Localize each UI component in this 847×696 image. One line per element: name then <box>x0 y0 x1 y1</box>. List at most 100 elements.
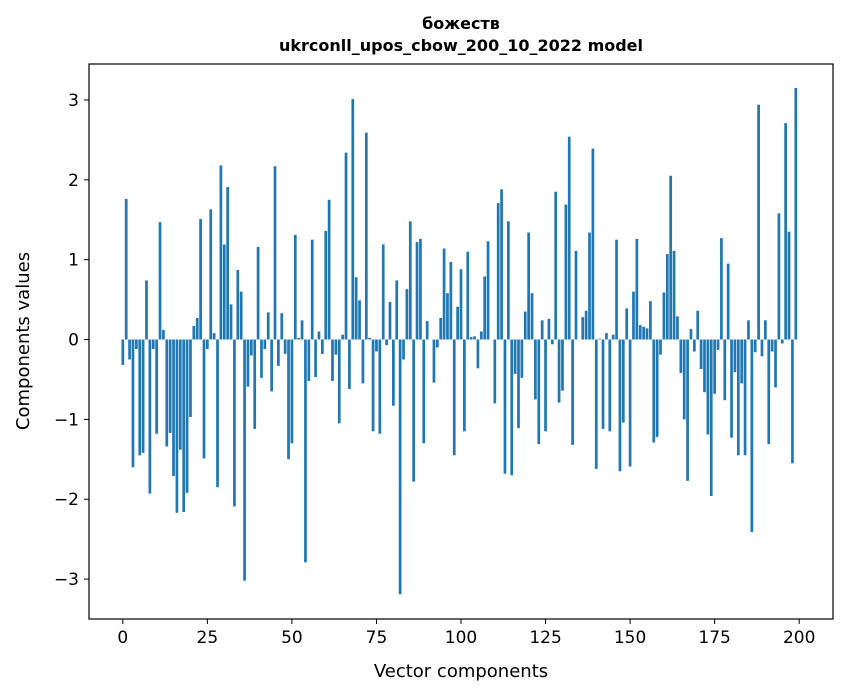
bar-0 <box>121 339 125 366</box>
bar-152 <box>635 238 639 340</box>
bar-30 <box>222 244 226 340</box>
bar-112 <box>500 189 503 340</box>
bar-77 <box>381 244 385 340</box>
bar-115 <box>510 339 514 476</box>
bar-61 <box>327 199 331 340</box>
bar-63 <box>334 339 338 355</box>
bar-165 <box>679 339 683 374</box>
bar-111 <box>496 202 500 340</box>
bar-107 <box>483 276 487 340</box>
bar-7 <box>145 280 148 340</box>
bar-147 <box>618 339 622 472</box>
bar-22 <box>195 317 199 340</box>
chart-title: божеств <box>422 14 500 33</box>
bar-136 <box>581 317 585 340</box>
bar-14 <box>168 339 172 433</box>
x-tick-label: 0 <box>117 628 128 648</box>
bar-26 <box>209 209 213 340</box>
bar-149 <box>625 308 629 340</box>
y-axis-label: Components values <box>13 252 34 430</box>
bar-194 <box>777 213 781 340</box>
bar-193 <box>774 339 777 388</box>
bar-187 <box>753 339 757 353</box>
bar-53 <box>300 320 304 340</box>
bar-75 <box>375 339 378 352</box>
bar-17 <box>178 339 182 450</box>
bar-125 <box>544 339 547 432</box>
bar-134 <box>574 250 578 340</box>
bar-36 <box>243 339 246 581</box>
bar-41 <box>260 339 263 378</box>
bar-175 <box>713 339 716 394</box>
bar-48 <box>283 339 287 354</box>
bar-70 <box>358 300 361 340</box>
bar-188 <box>757 104 760 340</box>
bar-131 <box>564 204 568 340</box>
y-tick-label: 2 <box>68 171 79 191</box>
bar-24 <box>202 339 206 459</box>
x-tick-label: 25 <box>197 628 219 648</box>
bar-72 <box>364 132 368 340</box>
bar-156 <box>649 301 652 340</box>
bar-10 <box>155 339 158 434</box>
bar-190 <box>764 320 767 340</box>
bar-89 <box>422 339 426 444</box>
y-tick-label: 1 <box>68 251 79 271</box>
bar-143 <box>605 333 608 340</box>
bar-124 <box>540 320 544 340</box>
chart-subtitle: ukrconll_upos_cbow_200_10_2022 model <box>279 36 643 55</box>
bar-191 <box>767 339 771 445</box>
bar-16 <box>175 339 179 513</box>
bar-121 <box>530 293 534 340</box>
x-tick-label: 50 <box>281 628 303 648</box>
bar-29 <box>219 165 223 340</box>
bar-117 <box>517 339 520 429</box>
bar-59 <box>320 339 324 354</box>
bar-47 <box>280 313 284 340</box>
bar-132 <box>567 136 571 340</box>
y-axis-ticks: −3 −2 −1 0 1 2 3 <box>54 91 89 590</box>
y-tick-label: −1 <box>54 410 79 430</box>
bar-104 <box>473 336 476 340</box>
bar-183 <box>740 339 744 384</box>
bar-58 <box>317 331 321 340</box>
bar-90 <box>425 321 429 340</box>
bar-32 <box>229 304 233 340</box>
bar-13 <box>165 339 169 447</box>
bar-31 <box>226 186 230 340</box>
bar-34 <box>236 270 240 340</box>
bar-133 <box>571 339 574 445</box>
bar-73 <box>368 337 372 340</box>
bar-40 <box>256 246 260 340</box>
bar-92 <box>432 339 436 383</box>
y-tick-label: 3 <box>68 91 79 111</box>
bar-164 <box>676 316 679 340</box>
bar-18 <box>182 339 186 512</box>
bar-25 <box>206 339 209 350</box>
bar-20 <box>189 339 192 417</box>
x-axis-label: Vector components <box>374 661 548 682</box>
bar-84 <box>405 289 409 340</box>
bar-151 <box>632 291 635 340</box>
bar-167 <box>686 339 689 481</box>
bar-108 <box>486 241 490 340</box>
bar-118 <box>520 339 524 378</box>
bar-120 <box>527 232 530 340</box>
bar-142 <box>601 339 605 429</box>
bar-177 <box>720 238 723 340</box>
bar-184 <box>743 339 747 456</box>
bar-76 <box>378 339 382 434</box>
x-tick-label: 100 <box>445 628 477 648</box>
bar-98 <box>452 339 456 456</box>
bar-137 <box>584 310 588 340</box>
bar-65 <box>341 334 344 340</box>
bar-82 <box>398 339 402 595</box>
bar-96 <box>446 293 449 340</box>
bar-185 <box>747 320 750 340</box>
x-tick-label: 150 <box>614 628 646 648</box>
bar-101 <box>463 339 466 432</box>
bar-119 <box>523 311 527 340</box>
bar-169 <box>692 339 696 352</box>
bar-103 <box>469 337 473 340</box>
